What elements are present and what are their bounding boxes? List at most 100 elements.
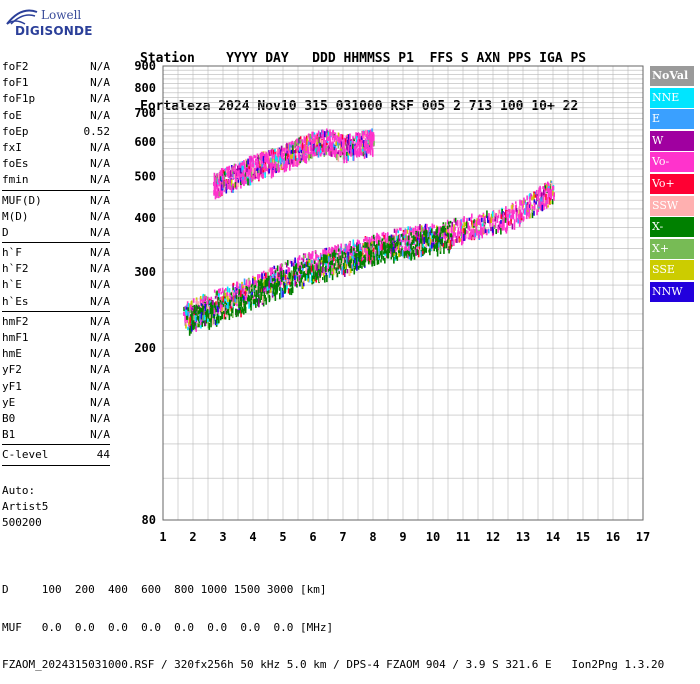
echo-point — [452, 227, 455, 232]
echo-point — [276, 163, 278, 171]
echo-point — [393, 244, 395, 247]
echo-point — [278, 167, 281, 173]
echo-point — [273, 167, 275, 173]
echo-point — [331, 271, 334, 275]
echo-point — [330, 151, 333, 157]
echo-point — [277, 163, 280, 169]
echo-point — [367, 249, 370, 255]
echo-point — [276, 156, 278, 163]
echo-point — [393, 236, 396, 244]
echo-point — [228, 288, 231, 293]
echo-point — [264, 294, 266, 302]
echo-point — [346, 269, 349, 274]
echo-point — [266, 288, 269, 295]
echo-point — [398, 238, 401, 242]
echo-point — [401, 249, 404, 257]
echo-point — [396, 243, 399, 247]
echo-point — [233, 290, 235, 293]
echo-point — [361, 145, 364, 152]
echo-point — [333, 251, 335, 256]
echo-point — [395, 241, 398, 245]
echo-point — [346, 151, 348, 158]
echo-point — [189, 325, 192, 331]
echo-point — [310, 136, 312, 140]
echo-point — [268, 159, 271, 166]
echo-point — [241, 162, 244, 166]
echo-point — [368, 237, 371, 245]
echo-point — [361, 248, 363, 254]
echo-point — [337, 256, 340, 261]
echo-point — [540, 197, 542, 204]
echo-point — [393, 245, 395, 252]
echo-point — [453, 239, 455, 247]
echo-point — [333, 263, 336, 269]
echo-point — [366, 130, 369, 137]
echo-point — [336, 141, 339, 146]
param-value: N/A — [90, 331, 110, 344]
echo-point — [301, 271, 304, 278]
echo-point — [531, 211, 534, 219]
echo-point — [326, 148, 329, 152]
echo-point — [221, 187, 224, 196]
echo-point — [217, 177, 220, 184]
echo-point — [425, 234, 427, 238]
echo-point — [249, 298, 251, 302]
echo-point — [268, 156, 271, 160]
echo-point — [545, 204, 548, 209]
echo-point — [285, 262, 288, 268]
echo-point — [203, 314, 206, 321]
echo-point — [357, 261, 360, 265]
echo-point — [504, 210, 507, 218]
echo-point — [325, 272, 328, 277]
x-tick-label: 7 — [339, 530, 346, 544]
echo-point — [517, 217, 520, 224]
echo-point — [358, 252, 360, 258]
echo-point — [291, 282, 294, 288]
param-row-foes: foEs N/A — [2, 156, 110, 172]
echo-point — [542, 195, 545, 202]
echo-point — [295, 275, 297, 279]
echo-point — [233, 182, 236, 188]
echo-point — [225, 310, 228, 315]
echo-point — [241, 308, 244, 312]
echo-point — [369, 132, 371, 138]
echo-point — [500, 219, 502, 224]
echo-point — [286, 279, 289, 283]
echo-point — [451, 236, 454, 240]
echo-point — [226, 172, 229, 177]
echo-point — [423, 236, 426, 244]
echo-point — [268, 296, 271, 301]
echo-point — [366, 242, 368, 248]
echo-point — [480, 223, 482, 231]
echo-point — [387, 241, 390, 246]
echo-point — [378, 236, 381, 243]
echo-point — [544, 197, 546, 205]
echo-point — [531, 207, 534, 213]
echo-point — [213, 177, 216, 183]
echo-point — [305, 261, 308, 265]
echo-point — [264, 277, 267, 282]
echo-point — [384, 248, 387, 254]
echo-point — [285, 153, 287, 161]
echo-point — [248, 301, 250, 309]
echo-point — [202, 305, 204, 312]
echo-point — [281, 268, 284, 273]
echo-point — [358, 240, 360, 248]
echo-point — [281, 158, 284, 165]
echo-point — [274, 269, 277, 277]
legend-item-nne: NNE — [650, 87, 694, 108]
echo-point — [330, 142, 333, 147]
echo-point — [224, 292, 227, 300]
echo-point — [296, 272, 298, 276]
echo-point — [484, 229, 487, 233]
echo-point — [301, 275, 303, 280]
echo-point — [323, 134, 325, 141]
echo-point — [410, 253, 413, 260]
echo-point — [305, 135, 308, 142]
echo-point — [524, 199, 526, 204]
echo-point — [516, 211, 518, 216]
echo-point — [290, 287, 293, 296]
echo-point — [360, 135, 363, 141]
echo-point — [300, 261, 303, 265]
echo-point — [223, 172, 226, 180]
